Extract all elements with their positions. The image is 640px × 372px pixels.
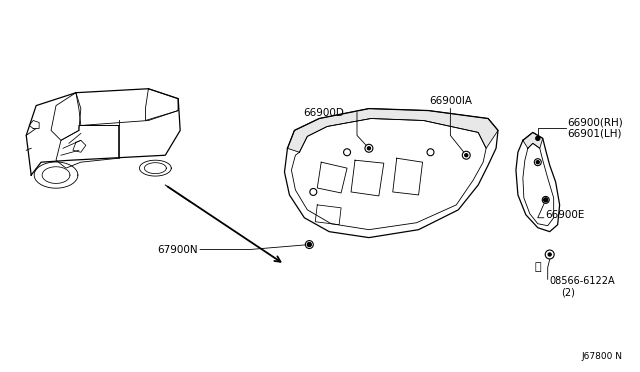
Circle shape (545, 250, 554, 259)
Circle shape (465, 154, 468, 157)
Polygon shape (287, 109, 498, 152)
Text: 67900N: 67900N (157, 244, 198, 254)
Circle shape (536, 161, 540, 164)
Circle shape (305, 241, 314, 248)
Circle shape (367, 147, 371, 150)
Text: 08566-6122A: 08566-6122A (550, 276, 615, 286)
Text: 66900D: 66900D (303, 108, 344, 118)
Text: (2): (2) (561, 287, 575, 297)
Circle shape (365, 144, 373, 152)
Text: J67800 N: J67800 N (581, 352, 622, 361)
Circle shape (310, 189, 317, 195)
Text: 66900E: 66900E (546, 210, 585, 220)
Circle shape (544, 198, 548, 202)
Circle shape (427, 149, 434, 156)
Polygon shape (523, 132, 543, 148)
Text: 66900IA: 66900IA (429, 96, 472, 106)
Circle shape (307, 243, 311, 247)
Circle shape (548, 253, 551, 256)
Circle shape (344, 149, 351, 156)
Circle shape (542, 196, 549, 203)
Circle shape (534, 159, 541, 166)
Circle shape (536, 137, 540, 140)
Text: 66901(LH): 66901(LH) (568, 128, 622, 138)
Circle shape (462, 151, 470, 159)
Circle shape (544, 198, 547, 201)
Text: 66900(RH): 66900(RH) (568, 118, 623, 128)
Text: Ⓢ: Ⓢ (534, 262, 541, 272)
